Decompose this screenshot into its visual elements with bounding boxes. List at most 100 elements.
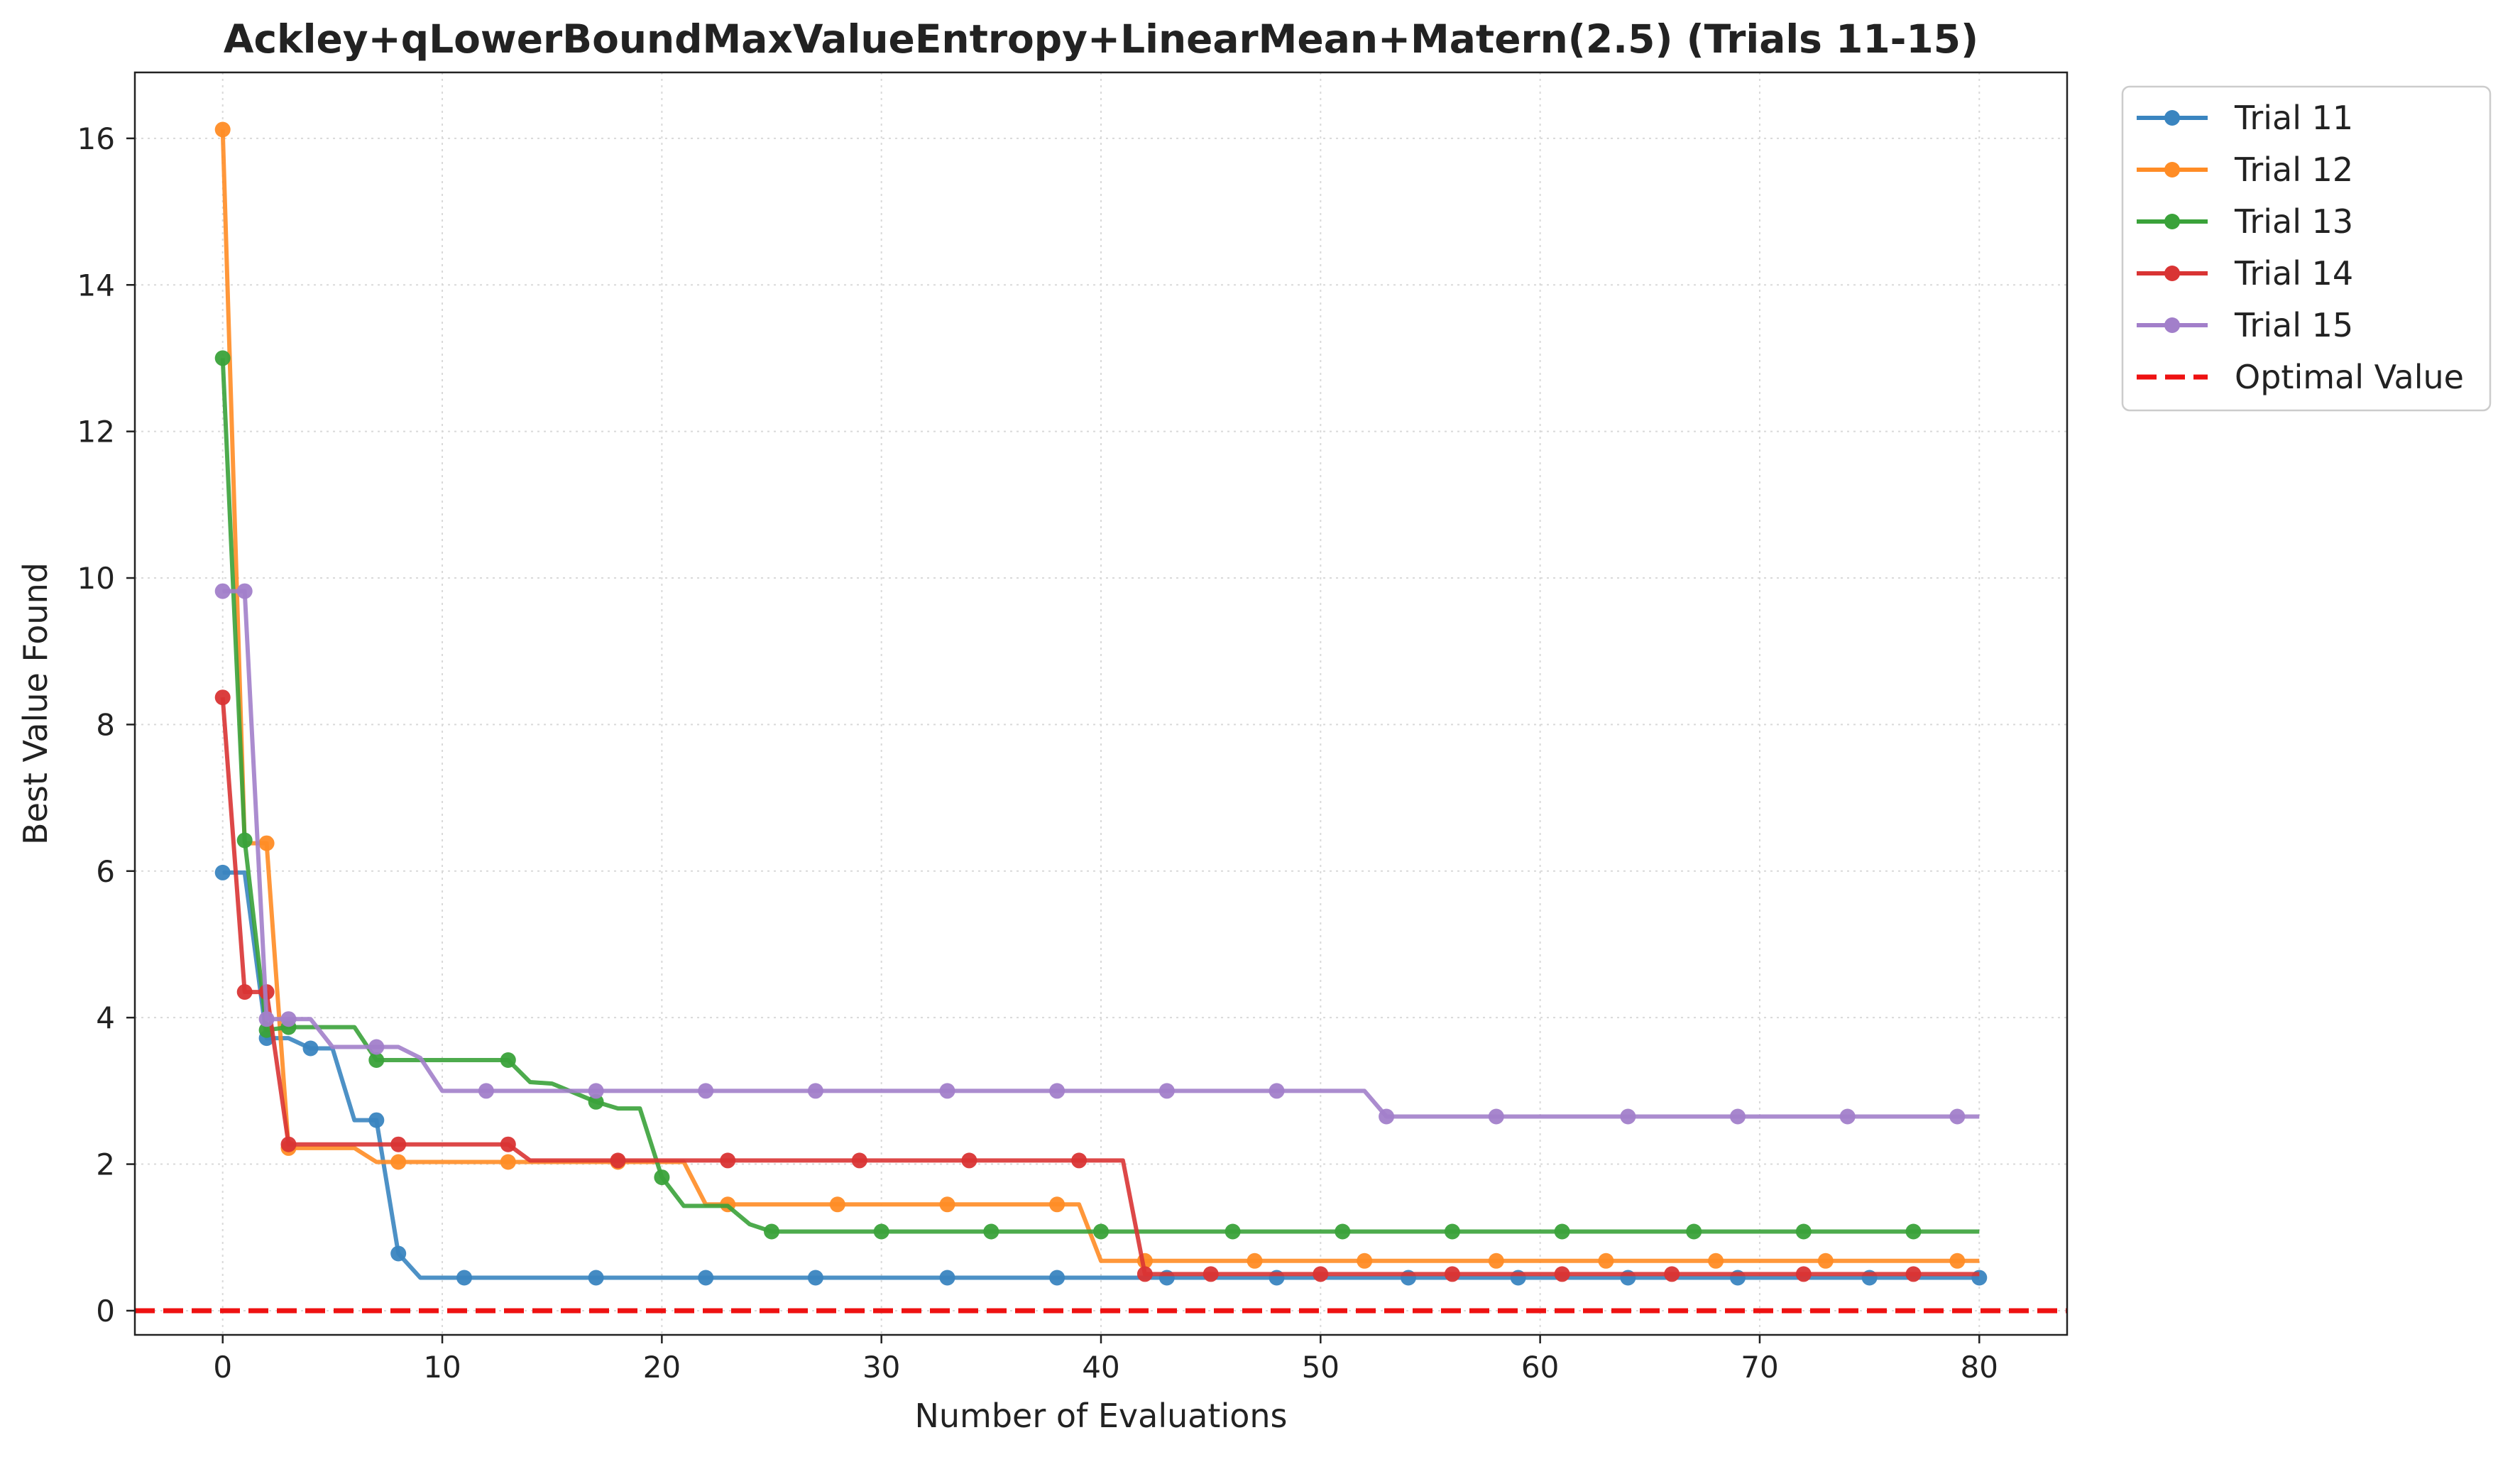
series-trial-15 xyxy=(214,583,1980,1125)
series-point xyxy=(456,1270,472,1286)
legend-label: Trial 13 xyxy=(2234,202,2353,241)
series-point xyxy=(961,1152,977,1169)
series-point xyxy=(829,1196,845,1213)
y-tick-label: 6 xyxy=(96,854,115,889)
series-point xyxy=(280,1011,297,1027)
x-tick-label: 40 xyxy=(1082,1350,1119,1385)
series-point xyxy=(258,835,275,851)
series-point xyxy=(1905,1266,1922,1282)
y-axis-ticks: 0 2 4 6 8 10 12 14 16 xyxy=(77,121,135,1328)
series-point xyxy=(236,583,253,599)
series-point xyxy=(1247,1253,1263,1269)
series-point xyxy=(1049,1270,1065,1286)
x-tick-label: 30 xyxy=(862,1350,900,1385)
series-point xyxy=(1313,1266,1329,1282)
chart-title: Ackley+qLowerBoundMaxValueEntropy+Linear… xyxy=(224,16,1978,62)
x-tick-label: 60 xyxy=(1521,1350,1559,1385)
series-point xyxy=(720,1152,736,1169)
series-point xyxy=(1686,1223,1702,1240)
series-point xyxy=(236,832,253,848)
series-point xyxy=(1049,1083,1065,1099)
series-point xyxy=(939,1196,955,1213)
series-point xyxy=(478,1083,494,1099)
y-tick-label: 12 xyxy=(77,415,115,449)
x-axis-label: Number of Evaluations xyxy=(914,1397,1287,1435)
series-point xyxy=(1357,1253,1373,1269)
legend-label: Trial 12 xyxy=(2234,151,2353,189)
series-point xyxy=(214,121,231,138)
series-point xyxy=(1598,1253,1614,1269)
y-tick-label: 0 xyxy=(96,1294,115,1328)
series-point xyxy=(214,689,231,706)
series-point xyxy=(1554,1266,1570,1282)
series-point xyxy=(1730,1108,1746,1125)
series-group xyxy=(214,121,1988,1286)
series-point xyxy=(588,1083,604,1099)
x-axis-ticks: 0 10 20 30 40 50 60 70 80 xyxy=(213,1335,1998,1385)
series-point xyxy=(939,1083,955,1099)
x-tick-label: 20 xyxy=(643,1350,681,1385)
series-point xyxy=(1708,1253,1724,1269)
series-point xyxy=(1136,1266,1153,1282)
series-point xyxy=(698,1083,714,1099)
series-point xyxy=(1158,1083,1175,1099)
series-point xyxy=(214,583,231,599)
series-point xyxy=(1664,1266,1680,1282)
legend-item: Trial 11 xyxy=(2137,99,2353,137)
y-tick-label: 8 xyxy=(96,707,115,742)
series-point xyxy=(939,1270,955,1286)
series-point xyxy=(1488,1253,1504,1269)
series-point xyxy=(1203,1266,1219,1282)
y-axis-label: Best Value Found xyxy=(16,562,55,845)
legend-swatch-marker xyxy=(2164,110,2180,126)
series-point xyxy=(1444,1223,1460,1240)
series-point xyxy=(1620,1108,1636,1125)
series-point xyxy=(588,1093,604,1110)
series-point xyxy=(302,1040,319,1057)
y-tick-label: 16 xyxy=(77,121,115,156)
series-point xyxy=(807,1083,823,1099)
series-point xyxy=(1795,1266,1812,1282)
series-point xyxy=(588,1270,604,1286)
series-point xyxy=(610,1152,626,1169)
series-point xyxy=(236,984,253,1000)
series-point xyxy=(1949,1253,1966,1269)
series-point xyxy=(390,1154,407,1170)
series-point xyxy=(1444,1266,1460,1282)
legend-label: Trial 11 xyxy=(2234,99,2353,137)
legend-items: Trial 11 Trial 12 Trial 13 Trial 14 Trial 15… xyxy=(2137,99,2464,396)
series-point xyxy=(1839,1108,1856,1125)
legend-swatch-marker xyxy=(2164,266,2180,281)
series-point xyxy=(500,1052,516,1068)
series-point xyxy=(1905,1223,1922,1240)
series-point xyxy=(1488,1108,1504,1125)
legend-frame xyxy=(2121,85,2492,412)
x-tick-label: 10 xyxy=(423,1350,461,1385)
series-point xyxy=(258,1011,275,1027)
series-point xyxy=(983,1223,999,1240)
series-point xyxy=(1093,1223,1109,1240)
series-trial-14 xyxy=(214,689,1980,1282)
series-point xyxy=(280,1136,297,1152)
legend-label: Optimal Value xyxy=(2235,358,2464,396)
series-point xyxy=(214,864,231,880)
series-point xyxy=(500,1136,516,1152)
series-point xyxy=(873,1223,889,1240)
legend-item: Trial 15 xyxy=(2137,306,2353,344)
x-tick-label: 50 xyxy=(1302,1350,1340,1385)
x-tick-label: 70 xyxy=(1741,1350,1778,1385)
legend-swatch-marker xyxy=(2164,162,2180,178)
series-point xyxy=(1269,1083,1285,1099)
legend-label: Trial 15 xyxy=(2234,306,2353,344)
legend: Trial 11 Trial 12 Trial 13 Trial 14 Trial 15… xyxy=(2121,85,2492,412)
y-tick-label: 2 xyxy=(96,1147,115,1182)
series-point xyxy=(1071,1152,1088,1169)
series-point xyxy=(214,350,231,366)
series-point xyxy=(698,1270,714,1286)
series-point xyxy=(390,1245,407,1262)
series-point xyxy=(764,1223,779,1240)
series-point xyxy=(1817,1253,1834,1269)
series-point xyxy=(1949,1108,1966,1125)
